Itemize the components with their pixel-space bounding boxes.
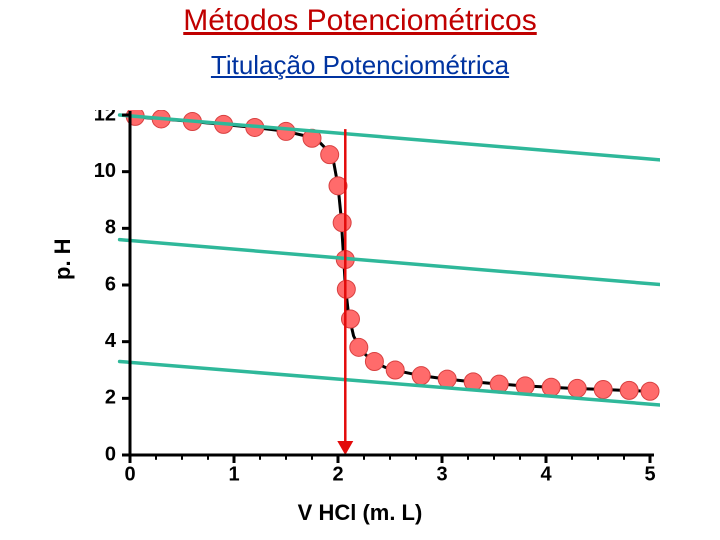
equivalence-arrow-head: [337, 441, 353, 455]
y-tick-label: 10: [94, 160, 116, 182]
titration-curve: [130, 116, 650, 391]
title-sub: Titulação Potenciométrica: [0, 50, 720, 81]
y-tick-label: 8: [105, 217, 116, 239]
y-tick-label: 2: [105, 387, 116, 409]
y-tick-label: 4: [105, 330, 117, 352]
chart-svg: 024681012012345: [85, 110, 660, 490]
x-tick-label: 2: [332, 464, 343, 486]
y-tick-label: 0: [105, 443, 116, 465]
y-axis-label: p. H: [50, 238, 76, 280]
x-tick-label: 4: [540, 464, 552, 486]
slide: Métodos Potenciométricos Titulação Poten…: [0, 0, 720, 540]
titration-chart: 024681012012345: [85, 110, 665, 530]
y-tick-label: 6: [105, 273, 116, 295]
y-tick-label: 12: [94, 110, 116, 125]
x-axis-label: V HCl (m. L): [0, 500, 720, 526]
x-tick-label: 1: [228, 464, 239, 486]
x-tick-label: 5: [644, 464, 655, 486]
x-tick-label: 3: [436, 464, 447, 486]
title-main: Métodos Potenciométricos: [0, 4, 720, 38]
x-tick-label: 0: [124, 464, 135, 486]
trend-lines: [120, 115, 660, 405]
